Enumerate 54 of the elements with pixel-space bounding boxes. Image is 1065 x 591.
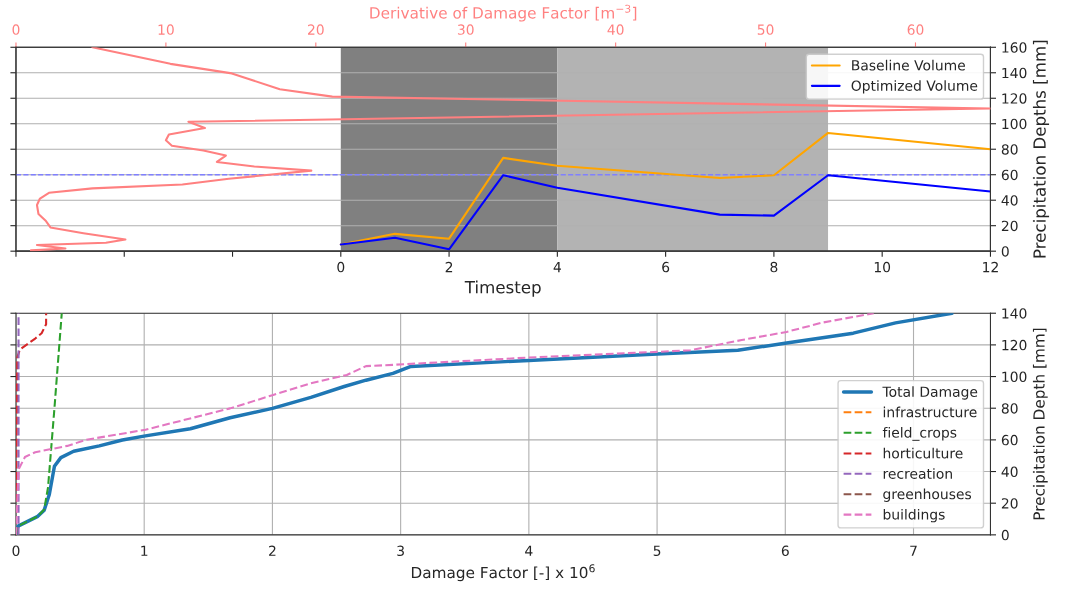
- y-tick-label: 60: [1001, 434, 1018, 446]
- y-tick-label: 80: [1001, 403, 1018, 414]
- legend-label: greenhouses: [883, 488, 972, 502]
- x-tick-label: 0: [337, 261, 345, 273]
- x-tick-label: 6: [662, 261, 670, 273]
- x-tick-label: 0: [12, 545, 20, 557]
- x-tick-label: 4: [553, 262, 561, 273]
- y-axis-title: Precipitation Depth [mm]: [1032, 328, 1048, 520]
- x-tick-label: 7: [910, 545, 917, 556]
- x2-tick-label: 60: [907, 24, 924, 35]
- y-tick-label: 0: [1001, 529, 1009, 541]
- x2-tick-label: 10: [158, 24, 174, 35]
- x-tick-label: 5: [653, 545, 661, 557]
- x2-tick-label: 30: [457, 24, 474, 35]
- y-tick-label: 140: [1002, 67, 1027, 79]
- y-tick-label: 160: [1002, 42, 1027, 53]
- x2-tick-label: 20: [307, 24, 324, 35]
- x-tick-label: 2: [445, 261, 453, 273]
- x2-tick-label: 0: [12, 24, 20, 35]
- legend-label: horticulture: [883, 447, 963, 459]
- legend-label: Total Damage: [882, 386, 978, 400]
- y-tick-label: 20: [1001, 498, 1018, 509]
- y-tick-label: 120: [1002, 339, 1027, 351]
- legend-label: Optimized Volume: [851, 80, 978, 94]
- y-tick-label: 120: [1002, 93, 1027, 104]
- x-tick-label: 3: [397, 545, 404, 557]
- x-axis-title: Damage Factor [-] x 10$^{6}$: [411, 564, 595, 582]
- y-tick-label: 60: [1001, 169, 1018, 181]
- x2-tick-label: 50: [757, 24, 774, 35]
- x-tick-label: 2: [269, 545, 276, 556]
- y-tick-label: 80: [1001, 144, 1018, 155]
- y-tick-label: 0: [1001, 246, 1009, 257]
- y-tick-label: 100: [1002, 118, 1027, 130]
- x-tick-label: 10: [874, 261, 891, 273]
- legend-label: field_crops: [882, 426, 957, 441]
- x-tick-label: 4: [525, 545, 533, 556]
- x-tick-label: 6: [781, 545, 789, 557]
- x-axis-title: Timestep: [464, 280, 541, 297]
- y-tick-label: 100: [1002, 371, 1027, 383]
- legend-label: recreation: [883, 468, 952, 479]
- legend-label: Baseline Volume: [852, 59, 965, 71]
- x-tick-label: 1: [141, 545, 148, 556]
- x-tick-label: 8: [770, 261, 778, 273]
- legend-label: buildings: [883, 508, 945, 523]
- y-tick-label: 40: [1001, 195, 1018, 206]
- y-tick-label: 140: [1002, 308, 1027, 319]
- legend-label: infrastructure: [883, 406, 977, 418]
- line-series: [339, 174, 991, 251]
- y-tick-label: 20: [1001, 220, 1018, 232]
- y-axis-title: Precipitation Depths [mm]: [1032, 40, 1050, 258]
- x-tick-label: 12: [983, 261, 998, 273]
- y-tick-label: 40: [1001, 466, 1018, 478]
- x2-axis-title: Derivative of Damage Factor [m$^{−3}$]: [370, 4, 637, 22]
- x2-tick-label: 40: [607, 24, 624, 35]
